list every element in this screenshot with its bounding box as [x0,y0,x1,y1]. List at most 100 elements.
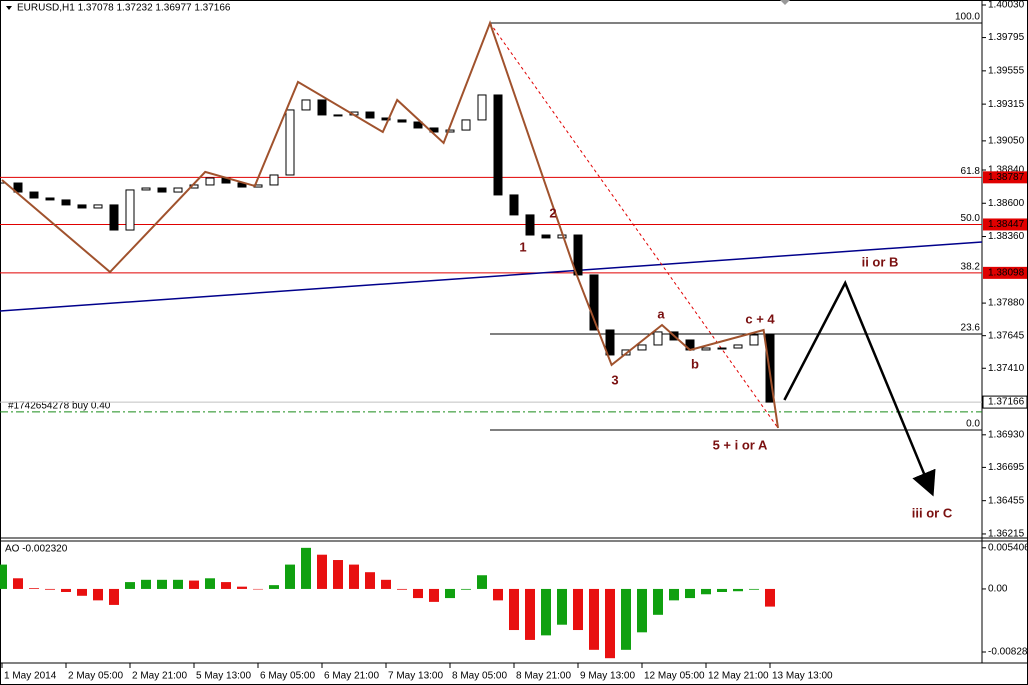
price-tag [983,218,1027,231]
projection-line [489,22,779,429]
candle [93,204,103,209]
candle [749,334,759,346]
ao-bar [621,588,631,650]
candle [509,194,519,216]
ao-bar [461,588,471,590]
x-tick-label: 5 May 13:00 [196,671,251,682]
ao-bar [29,588,39,589]
ao-bar [685,588,695,599]
ao-bar [253,588,263,590]
ao-bar [749,588,759,590]
trend-line [0,241,983,312]
ao-bar [141,579,151,589]
candle [525,214,535,236]
candle [333,114,343,117]
ao-bar [77,588,87,596]
candle [461,119,471,131]
ao-bar [413,588,423,599]
ao-bar [525,588,535,640]
ao-bar [397,588,407,590]
ao-bar [285,564,295,589]
x-tick-label: 8 May 05:00 [452,671,507,682]
x-tick-label: 9 May 13:00 [580,671,635,682]
y-tick-label: 1.39315 [988,99,1025,110]
candle [397,119,407,123]
ao-bar [157,579,167,589]
wave-label: a [657,306,665,321]
wave-label: c + 4 [745,311,775,326]
fib-label: 0.0 [966,419,980,430]
wave-label: ii or B [862,254,899,269]
ao-bar [45,588,55,590]
wave-label: 5 + i or A [713,437,768,452]
ao-bar [13,578,23,589]
x-tick-label: 2 May 05:00 [68,671,123,682]
candle [733,344,743,349]
fib-label: 38.2 [961,262,981,273]
last-price-label: 1.37166 [988,397,1025,408]
ao-bar [349,564,359,589]
candle [541,234,551,239]
candle [637,344,647,351]
y-tick-label: 1.37645 [988,330,1025,341]
menu-arrow[interactable] [6,6,12,10]
x-tick-label: 7 May 13:00 [388,671,443,682]
y-tick-label: 1.39555 [988,65,1025,76]
candle [109,204,119,231]
candle [205,177,215,186]
candle [269,174,279,186]
ao-bar [717,588,727,592]
y-tick-label: 1.38360 [988,231,1025,242]
ao-bar [269,585,279,589]
price-tag-label: 1.38787 [988,172,1025,183]
candle [653,331,663,346]
ao-bar [333,560,343,589]
ao-bar [381,579,391,589]
fib-label: 50.0 [961,213,981,224]
ao-bar [509,588,519,631]
y-tick-label: 1.37410 [988,363,1025,374]
y-tick-label: 1.37880 [988,298,1025,309]
wave-label: 2 [549,205,556,220]
candle [45,197,55,201]
x-tick-label: 12 May 05:00 [644,671,705,682]
y-tick-label: 1.39795 [988,32,1025,43]
ao-bar [541,588,551,636]
wave-label: 1 [519,239,526,254]
price-tag-label: 1.38447 [988,219,1025,230]
candle [141,187,151,191]
ao-bar [493,588,503,601]
candle [301,99,311,111]
x-tick-label: 8 May 21:00 [516,671,571,682]
candle [477,94,487,121]
y-tick-label: 0.00 [988,584,1008,595]
chart-shift[interactable] [780,0,790,5]
ao-bar [109,588,119,605]
ao-bar [125,582,135,589]
ao-bar [701,588,711,595]
y-tick-label: 1.36695 [988,462,1025,473]
y-tick-label: 1.39050 [988,136,1025,147]
candle [605,329,615,356]
ao-bar [189,580,199,589]
indicator-title: AO -0.002320 [5,544,68,555]
candle [381,117,391,121]
x-tick-label: 6 May 21:00 [324,671,379,682]
candle [573,234,583,276]
y-tick-label: 1.40030 [988,0,1025,11]
ao-bar [0,564,7,589]
x-tick-label: 2 May 21:00 [132,671,187,682]
price-tag-label: 1.38098 [988,268,1025,279]
ao-bar [653,588,663,615]
chart-title: EURUSD,H1 1.37078 1.37232 1.36977 1.3716… [17,3,231,14]
candle [157,187,167,193]
ao-bar [573,588,583,631]
wave-label: iii or C [912,505,953,520]
candle [445,129,455,133]
candle [173,187,183,193]
fib-label: 61.8 [961,166,981,177]
x-tick-label: 1 May 2014 [4,671,57,682]
y-tick-label: -0.008285 [988,647,1028,658]
